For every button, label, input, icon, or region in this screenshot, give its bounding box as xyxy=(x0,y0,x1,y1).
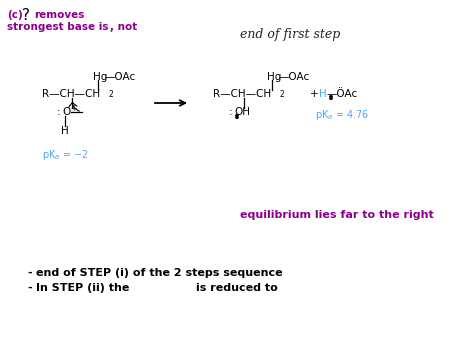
Text: :: : xyxy=(229,107,233,117)
Text: end of STEP (i) of the 2 steps sequence: end of STEP (i) of the 2 steps sequence xyxy=(36,268,283,278)
Text: +: + xyxy=(310,89,322,99)
Text: is reduced to: is reduced to xyxy=(196,283,278,293)
Text: +: + xyxy=(70,104,76,113)
Text: :: : xyxy=(57,107,61,117)
Text: -: - xyxy=(27,268,32,278)
Text: strongest base is: strongest base is xyxy=(7,22,109,32)
Text: Hg: Hg xyxy=(267,72,282,82)
Text: 2: 2 xyxy=(280,90,285,99)
Text: end of first step: end of first step xyxy=(240,28,340,41)
Text: removes: removes xyxy=(34,10,84,20)
Text: equilibrium lies far to the right: equilibrium lies far to the right xyxy=(240,210,434,220)
Text: —ÖAc: —ÖAc xyxy=(327,89,358,99)
Text: pK$_a$ = $-$2: pK$_a$ = $-$2 xyxy=(42,148,89,162)
Text: OH: OH xyxy=(234,107,250,117)
Text: Hg: Hg xyxy=(93,72,108,82)
Text: , not: , not xyxy=(110,22,137,32)
Text: ?: ? xyxy=(22,8,30,23)
Text: H: H xyxy=(319,89,327,99)
Text: (c): (c) xyxy=(7,10,23,20)
Text: In STEP (ii) the: In STEP (ii) the xyxy=(36,283,129,293)
Text: H: H xyxy=(61,126,69,136)
Text: pK$_a$ = 4.76: pK$_a$ = 4.76 xyxy=(315,108,369,122)
Text: R—CH—CH: R—CH—CH xyxy=(42,89,100,99)
Text: R—CH—CH: R—CH—CH xyxy=(213,89,271,99)
Text: O: O xyxy=(62,107,70,117)
Text: 2: 2 xyxy=(109,90,114,99)
Text: -: - xyxy=(27,283,32,293)
Text: —OAc: —OAc xyxy=(105,72,136,82)
FancyArrowPatch shape xyxy=(69,103,79,111)
Text: —OAc: —OAc xyxy=(279,72,310,82)
